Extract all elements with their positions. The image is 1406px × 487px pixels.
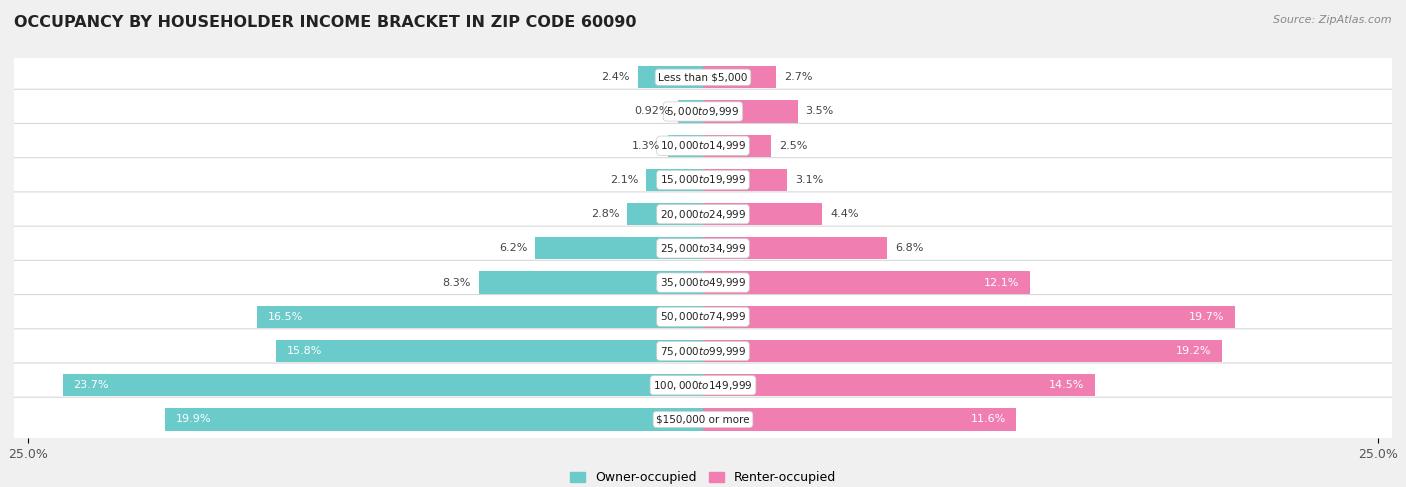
FancyBboxPatch shape — [1, 261, 1405, 305]
Text: $75,000 to $99,999: $75,000 to $99,999 — [659, 344, 747, 357]
FancyBboxPatch shape — [1, 124, 1405, 168]
Bar — [536, 237, 703, 260]
Text: 23.7%: 23.7% — [73, 380, 110, 390]
Bar — [479, 271, 703, 294]
Text: $100,000 to $149,999: $100,000 to $149,999 — [654, 379, 752, 392]
Text: 4.4%: 4.4% — [830, 209, 859, 219]
Bar — [703, 271, 1031, 294]
Bar — [638, 66, 703, 88]
Text: 2.5%: 2.5% — [779, 141, 807, 150]
Text: 11.6%: 11.6% — [970, 414, 1005, 425]
Text: 8.3%: 8.3% — [443, 278, 471, 288]
Bar — [63, 374, 703, 396]
Text: Source: ZipAtlas.com: Source: ZipAtlas.com — [1274, 15, 1392, 25]
FancyBboxPatch shape — [1, 295, 1405, 339]
Text: 1.3%: 1.3% — [631, 141, 659, 150]
Bar — [703, 306, 1236, 328]
Bar — [668, 134, 703, 157]
Legend: Owner-occupied, Renter-occupied: Owner-occupied, Renter-occupied — [565, 466, 841, 487]
Text: 19.9%: 19.9% — [176, 414, 212, 425]
Bar — [703, 203, 823, 225]
FancyBboxPatch shape — [1, 55, 1405, 99]
Text: $5,000 to $9,999: $5,000 to $9,999 — [666, 105, 740, 118]
Text: 19.2%: 19.2% — [1175, 346, 1211, 356]
Bar — [647, 169, 703, 191]
Bar — [703, 340, 1222, 362]
Bar — [703, 100, 797, 123]
Text: 15.8%: 15.8% — [287, 346, 322, 356]
Text: 12.1%: 12.1% — [984, 278, 1019, 288]
Bar — [703, 409, 1017, 431]
Text: 2.8%: 2.8% — [591, 209, 619, 219]
Text: 2.7%: 2.7% — [785, 72, 813, 82]
Text: 2.1%: 2.1% — [610, 175, 638, 185]
Text: Less than $5,000: Less than $5,000 — [658, 72, 748, 82]
FancyBboxPatch shape — [1, 363, 1405, 408]
Text: OCCUPANCY BY HOUSEHOLDER INCOME BRACKET IN ZIP CODE 60090: OCCUPANCY BY HOUSEHOLDER INCOME BRACKET … — [14, 15, 637, 30]
Text: $15,000 to $19,999: $15,000 to $19,999 — [659, 173, 747, 187]
FancyBboxPatch shape — [1, 158, 1405, 202]
Text: 19.7%: 19.7% — [1189, 312, 1225, 322]
Text: 0.92%: 0.92% — [634, 107, 671, 116]
Text: $50,000 to $74,999: $50,000 to $74,999 — [659, 310, 747, 323]
Text: $35,000 to $49,999: $35,000 to $49,999 — [659, 276, 747, 289]
FancyBboxPatch shape — [1, 329, 1405, 373]
Text: 14.5%: 14.5% — [1049, 380, 1084, 390]
Text: $20,000 to $24,999: $20,000 to $24,999 — [659, 207, 747, 221]
FancyBboxPatch shape — [1, 226, 1405, 271]
FancyBboxPatch shape — [1, 89, 1405, 134]
Text: 16.5%: 16.5% — [269, 312, 304, 322]
Text: $25,000 to $34,999: $25,000 to $34,999 — [659, 242, 747, 255]
Bar — [166, 409, 703, 431]
Bar — [703, 237, 887, 260]
Bar — [703, 169, 787, 191]
Text: 3.1%: 3.1% — [794, 175, 823, 185]
Text: 6.8%: 6.8% — [894, 244, 924, 253]
Bar — [627, 203, 703, 225]
Text: 3.5%: 3.5% — [806, 107, 834, 116]
Bar — [703, 374, 1095, 396]
Text: $150,000 or more: $150,000 or more — [657, 414, 749, 425]
Text: 2.4%: 2.4% — [602, 72, 630, 82]
Bar — [703, 134, 770, 157]
Text: 6.2%: 6.2% — [499, 244, 527, 253]
Bar — [276, 340, 703, 362]
FancyBboxPatch shape — [1, 192, 1405, 236]
Bar — [257, 306, 703, 328]
Bar — [678, 100, 703, 123]
FancyBboxPatch shape — [1, 397, 1405, 442]
Bar — [703, 66, 776, 88]
Text: $10,000 to $14,999: $10,000 to $14,999 — [659, 139, 747, 152]
